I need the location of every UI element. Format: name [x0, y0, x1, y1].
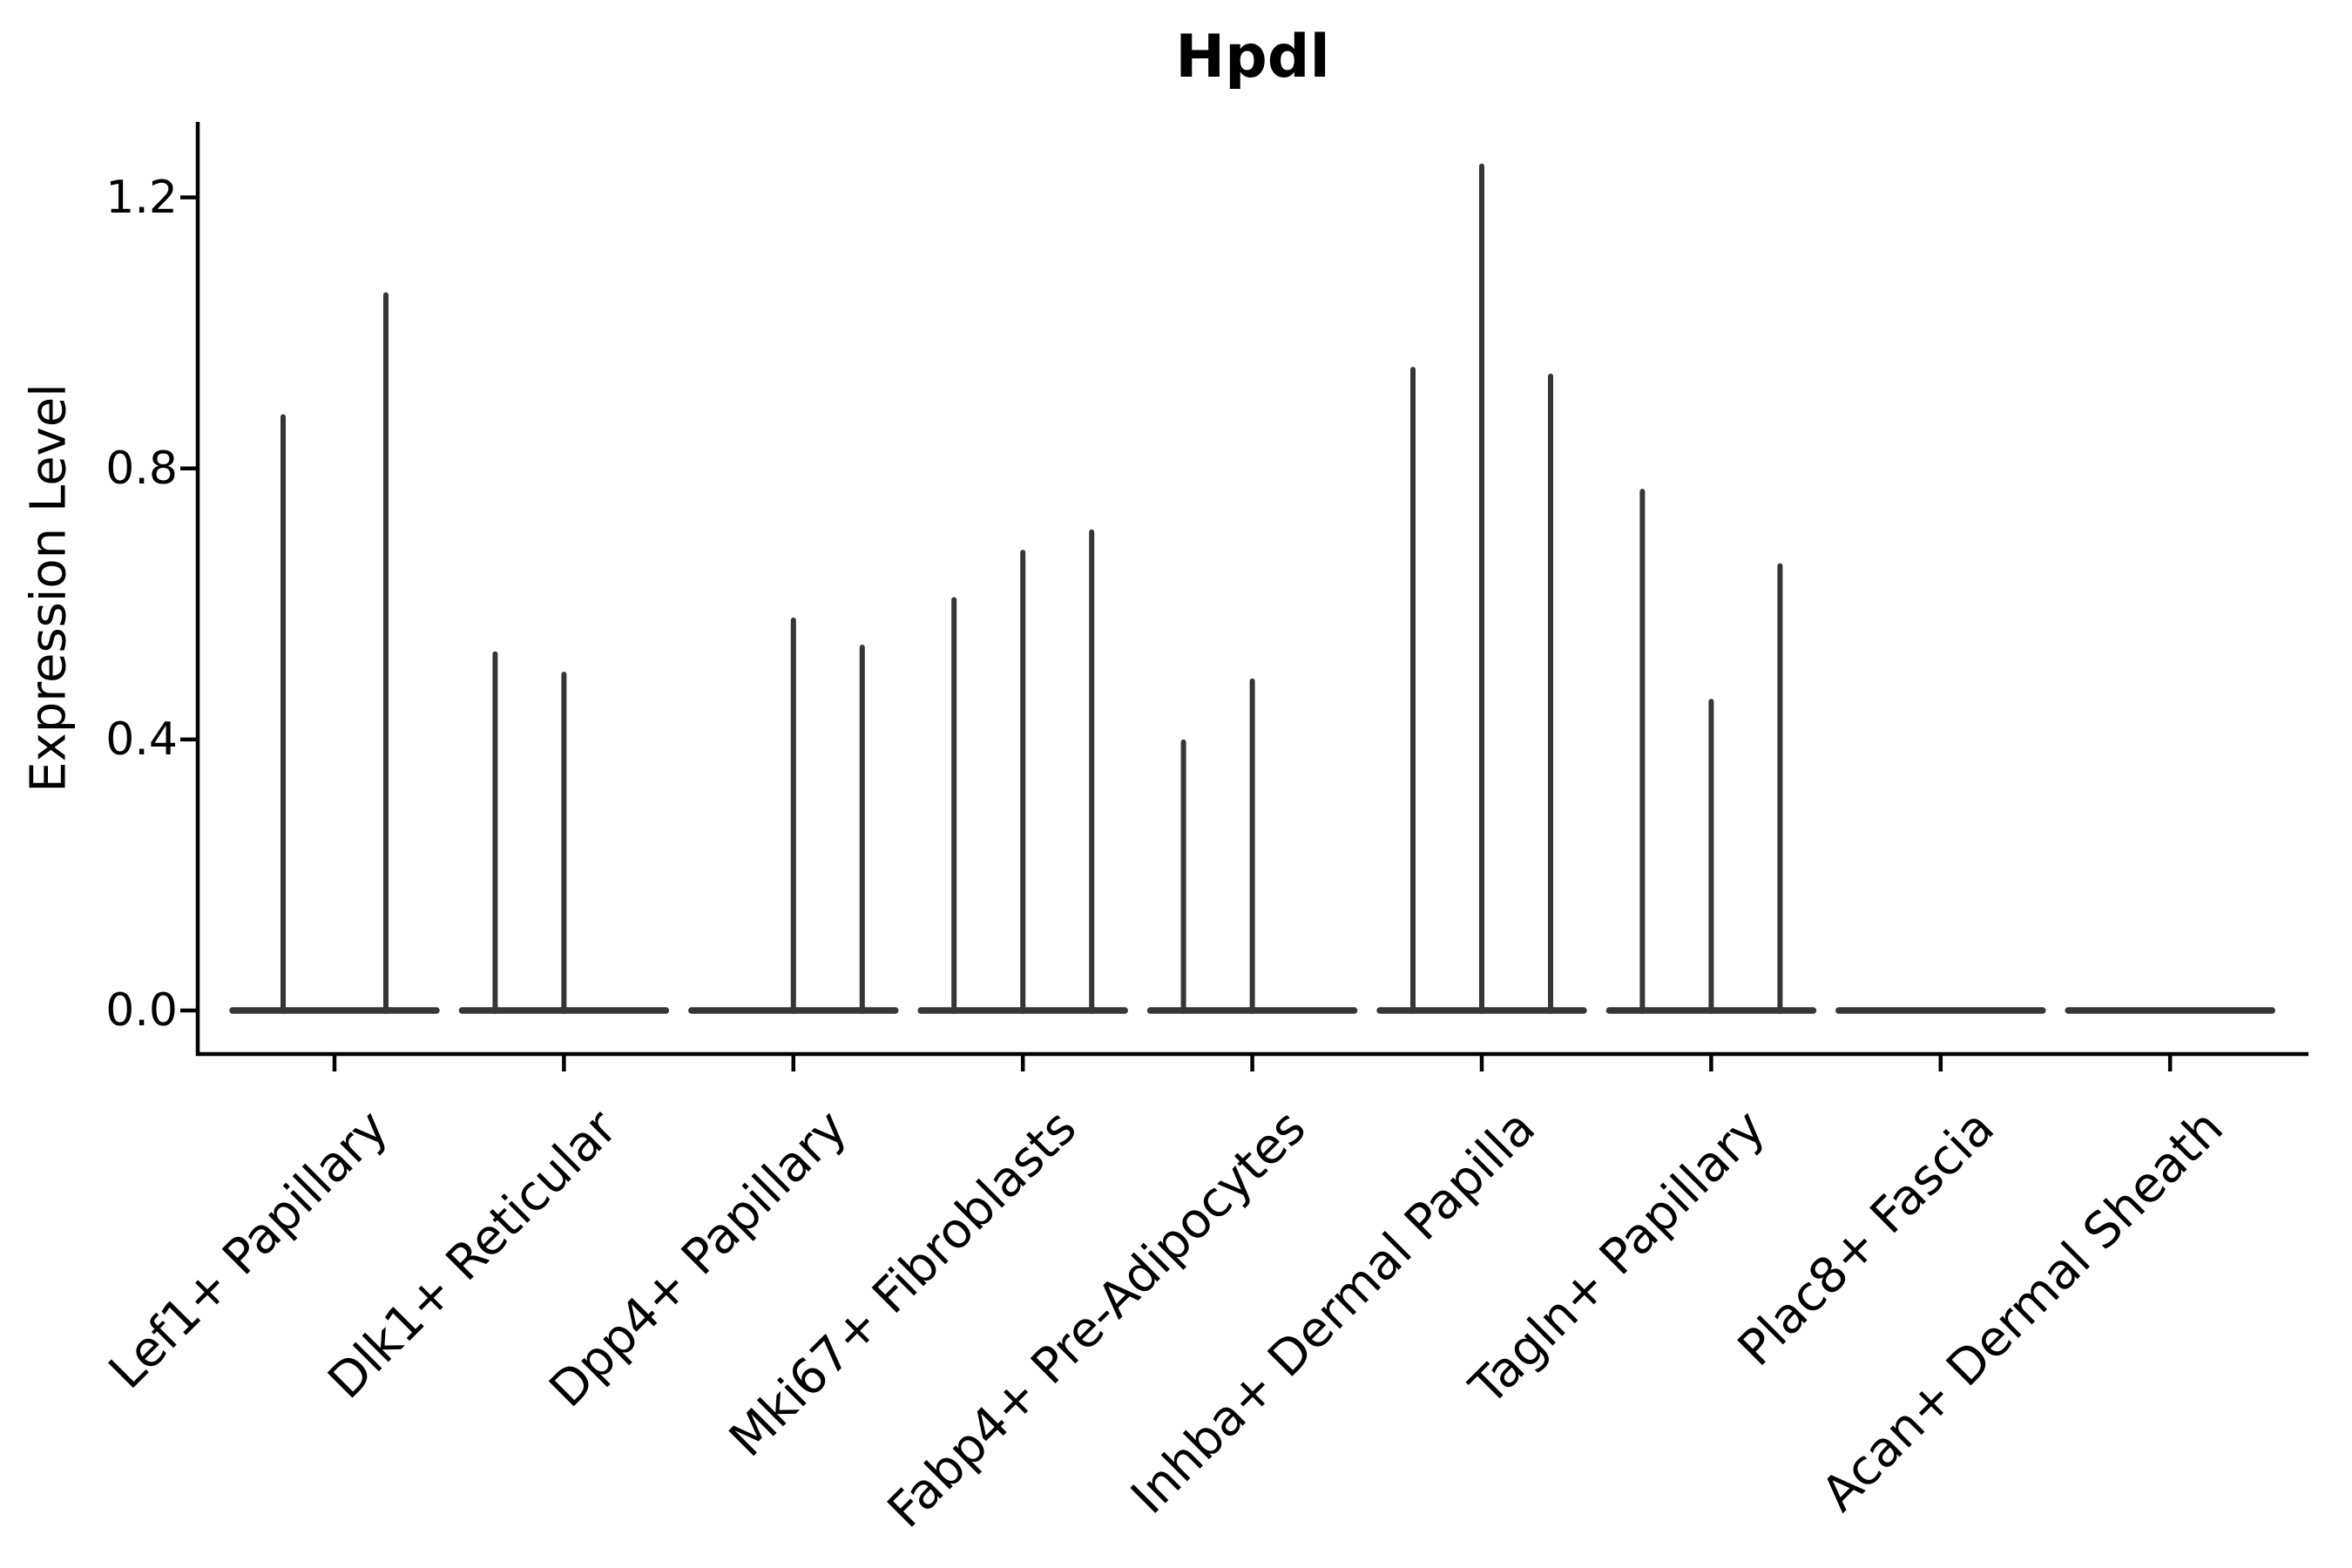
chart-title: Hpdl [1175, 23, 1330, 91]
y-tick-label: 1.2 [105, 171, 178, 224]
y-tick-label: 0.0 [105, 984, 178, 1037]
y-tick-label: 0.8 [105, 442, 178, 495]
y-tick-label: 0.4 [105, 713, 178, 766]
y-axis-label: Expression Level [20, 383, 78, 793]
